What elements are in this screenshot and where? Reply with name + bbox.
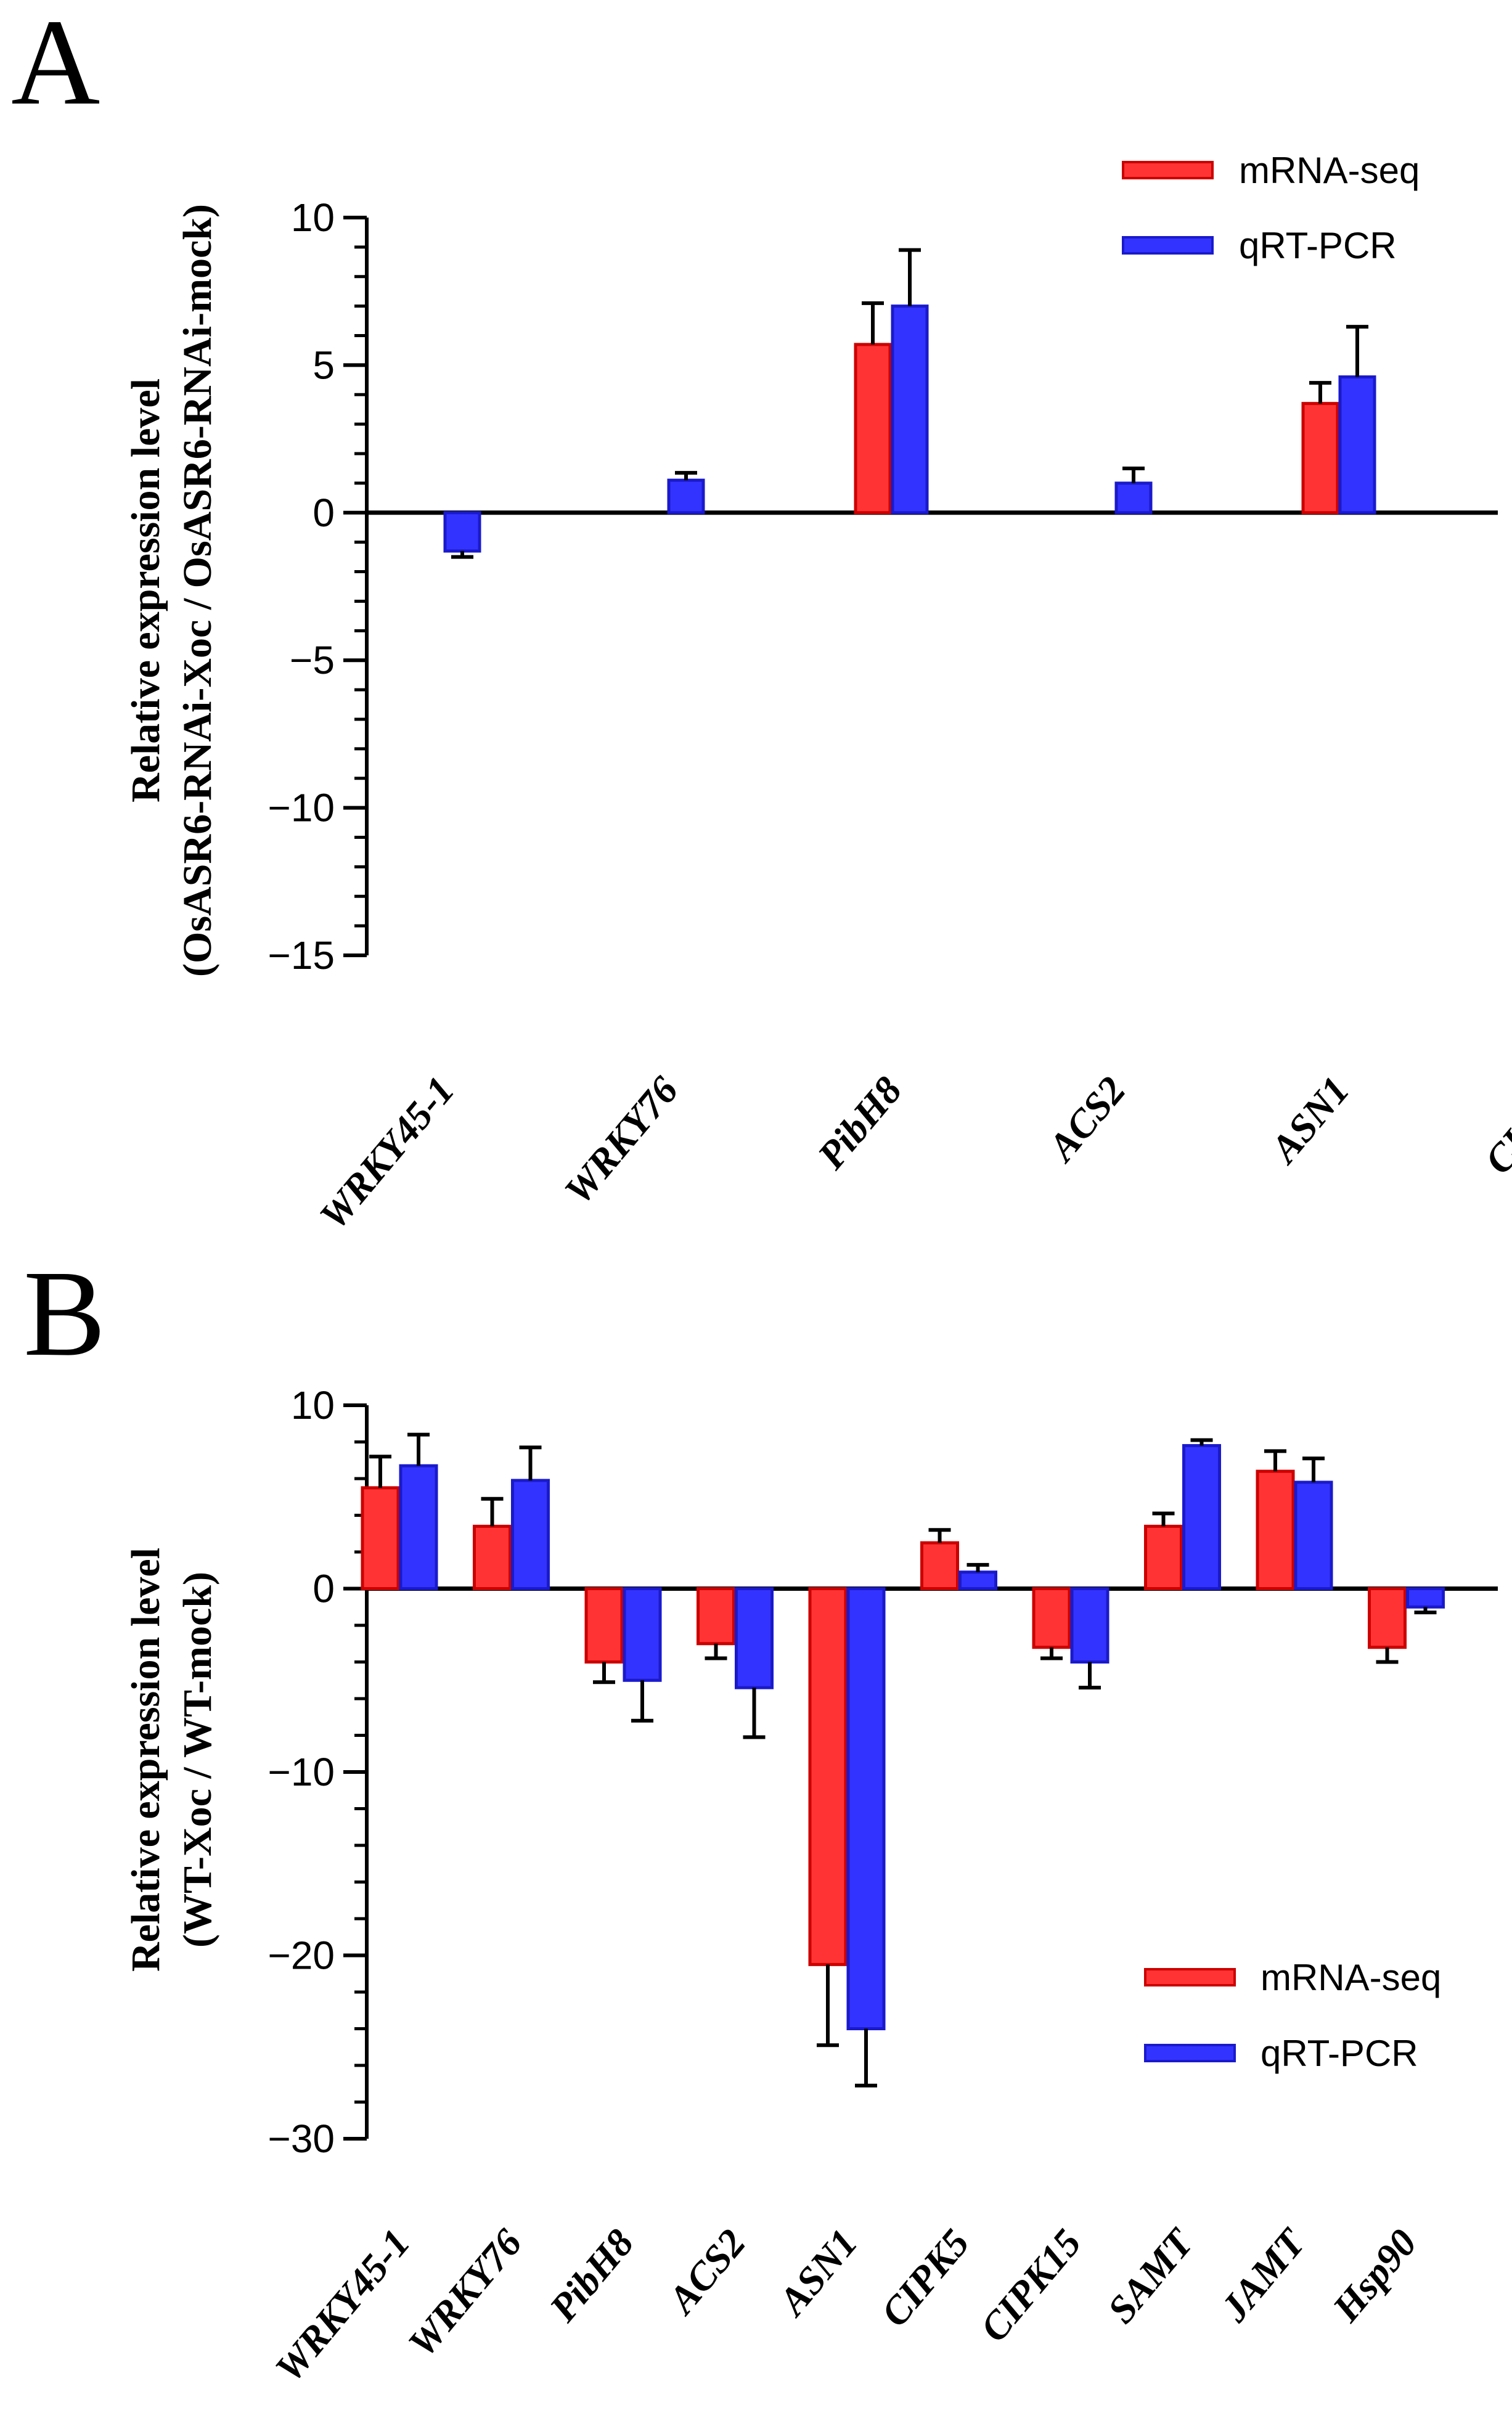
legend-a-label-mrna-seq: mRNA-seq	[1239, 150, 1420, 191]
panel-b-bar-mrna-seq	[808, 1587, 848, 1966]
panel-b-bar-qrt-pcr	[846, 1587, 886, 2030]
panel-b-bar-qrt-pcr	[958, 1570, 997, 1591]
panel-a-ytick-label: 0	[313, 491, 335, 535]
legend-b-label-mrna-seq: mRNA-seq	[1261, 1957, 1441, 1998]
panel-b-ytick-label: −30	[268, 2117, 335, 2161]
panel-b-bar-mrna-seq	[920, 1541, 959, 1590]
panel-b-ytick-label: −10	[268, 1750, 335, 1794]
panel-a-letter: A	[11, 0, 100, 131]
panel-b-bar-mrna-seq	[697, 1587, 735, 1646]
panel-b-category-label: JAMT	[1212, 2219, 1315, 2330]
panel-a-bar-qrt-pcr	[891, 304, 929, 515]
panel-b-bar-mrna-seq	[473, 1524, 512, 1591]
panel-a-bars	[443, 248, 1376, 559]
panel-a-ytick-label: −15	[268, 933, 335, 978]
panel-b-bar-qrt-pcr	[399, 1464, 438, 1591]
panel-b-bar-qrt-pcr	[1070, 1587, 1109, 1664]
panel-b-category-label: WRKY76	[399, 2221, 530, 2365]
panel-b-category-label: Hsp90	[1323, 2221, 1425, 2330]
panel-b-ytick-label: 0	[313, 1567, 335, 1611]
panel-a-category-labels: WRKY45-1WRKY76PibH8ACS2ASN1CIPK5CIPK15SA…	[311, 1068, 1512, 1237]
panel-b-bar-mrna-seq	[1032, 1587, 1071, 1649]
panel-b-bar-mrna-seq	[584, 1587, 624, 1664]
legend-a-swatch-mrna-seq	[1122, 161, 1214, 179]
panel-b-bar-qrt-pcr	[1182, 1443, 1221, 1590]
panel-b-ytick-label: −20	[268, 1933, 335, 1978]
panel-b-category-label: ACS2	[658, 2221, 754, 2323]
panel-a-category-label: PibH8	[809, 1068, 910, 1177]
panel-b-category-label: SAMT	[1099, 2219, 1203, 2331]
panel-b: B Relative expression level (WT-Xoc / WT…	[23, 1246, 1498, 2390]
panel-a-ytick-label: −10	[268, 786, 335, 830]
panel-a-legend: mRNA-seq qRT-PCR	[1122, 150, 1420, 266]
panel-b-bar-qrt-pcr	[735, 1587, 774, 1689]
panel-a-category-label: ACS2	[1038, 1068, 1134, 1170]
panel-b-bars	[361, 1432, 1445, 2088]
panel-a-bar-qrt-pcr	[1114, 481, 1153, 515]
panel-a-category-label: WRKY76	[556, 1068, 687, 1212]
panel-b-bar-qrt-pcr	[511, 1479, 550, 1591]
panel-a-bar-qrt-pcr	[667, 478, 705, 515]
panel-a-ylabel-line1: Relative expression level	[123, 378, 168, 802]
panel-a-bar-qrt-pcr	[443, 511, 481, 553]
panel-b-letter: B	[23, 1246, 105, 1382]
panel-b-ylabel-line2: (WT-Xoc / WT-mock)	[175, 1572, 220, 1948]
panel-a-category-label: CIPK5	[1476, 1068, 1512, 1182]
panel-b-legend: mRNA-seq qRT-PCR	[1144, 1957, 1441, 2074]
panel-b-bar-mrna-seq	[361, 1486, 400, 1590]
legend-a-swatch-qrt-pcr	[1122, 236, 1214, 255]
panel-b-bar-qrt-pcr	[623, 1587, 662, 1682]
panel-b-category-label: CIPK15	[971, 2221, 1090, 2350]
panel-b-category-label: WRKY45-1	[266, 2221, 418, 2390]
legend-b-swatch-qrt-pcr	[1144, 2044, 1236, 2062]
panel-a-category-label: ASN1	[1261, 1068, 1358, 1172]
panel-b-ytick-label: 10	[291, 1383, 335, 1427]
panel-a-ytick-label: 10	[291, 195, 335, 240]
panel-a-bar-mrna-seq	[854, 343, 892, 515]
panel-b-category-label: CIPK5	[872, 2221, 978, 2335]
panel-a-bar-qrt-pcr	[1338, 375, 1376, 515]
panel-b-bar-qrt-pcr	[1406, 1587, 1445, 1609]
panel-b-bar-qrt-pcr	[1294, 1480, 1333, 1590]
panel-a: A Relative expression level (OsASR6-RNAi…	[11, 0, 1512, 1238]
legend-a-label-qrt-pcr: qRT-PCR	[1239, 225, 1397, 266]
legend-b-swatch-mrna-seq	[1144, 1968, 1236, 1986]
panel-b-category-label: PibH8	[541, 2221, 642, 2330]
panel-b-ylabel-line1: Relative expression level	[123, 1548, 168, 1972]
panel-a-bar-mrna-seq	[1301, 402, 1339, 515]
panel-b-category-label: ASN1	[769, 2221, 866, 2325]
panel-b-bar-mrna-seq	[1368, 1587, 1407, 1649]
panel-a-axes: 10 5 0 −5 −10 −15	[268, 195, 1498, 978]
panel-a-ytick-label: 5	[313, 343, 335, 387]
panel-a-ytick-label: −5	[290, 638, 335, 682]
panel-b-bar-mrna-seq	[1256, 1469, 1295, 1591]
panel-a-ylabel-line2: (OsASR6-RNAi-Xoc / OsASR6-RNAi-mock)	[175, 204, 220, 977]
legend-b-label-qrt-pcr: qRT-PCR	[1261, 2033, 1418, 2074]
panel-a-category-label: WRKY45-1	[311, 1068, 462, 1237]
panel-b-bar-mrna-seq	[1144, 1524, 1183, 1591]
